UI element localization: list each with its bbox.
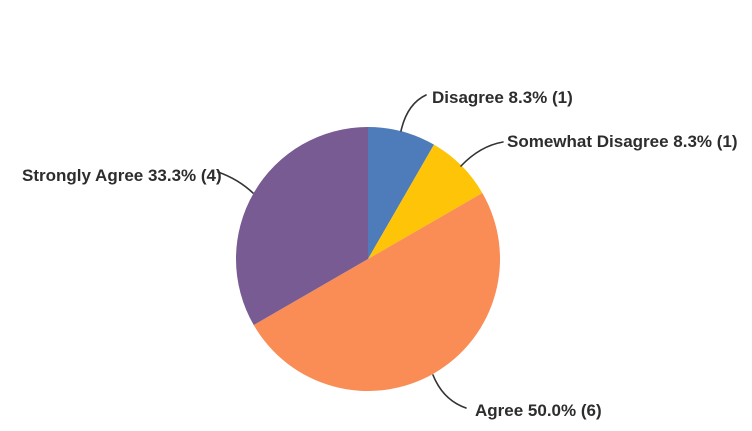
pie-slices bbox=[235, 127, 501, 392]
leader-line-strongly-agree bbox=[217, 171, 254, 194]
slice-label-agree: Agree 50.0% (6) bbox=[475, 401, 602, 420]
pie-slice-strongly-agree bbox=[235, 127, 368, 325]
slice-label-somewhat-disagree: Somewhat Disagree 8.3% (1) bbox=[507, 132, 738, 151]
pie-slice-disagree bbox=[368, 127, 434, 259]
leader-line-somewhat-disagree bbox=[460, 141, 504, 167]
slice-label-strongly-agree: Strongly Agree 33.3% (4) bbox=[22, 166, 222, 185]
pie-slice-somewhat-disagree bbox=[368, 144, 483, 259]
leader-line-disagree bbox=[400, 94, 427, 132]
slice-label-disagree: Disagree 8.3% (1) bbox=[432, 88, 573, 107]
pie-slice-agree bbox=[253, 193, 501, 392]
leader-line-agree bbox=[432, 374, 467, 409]
